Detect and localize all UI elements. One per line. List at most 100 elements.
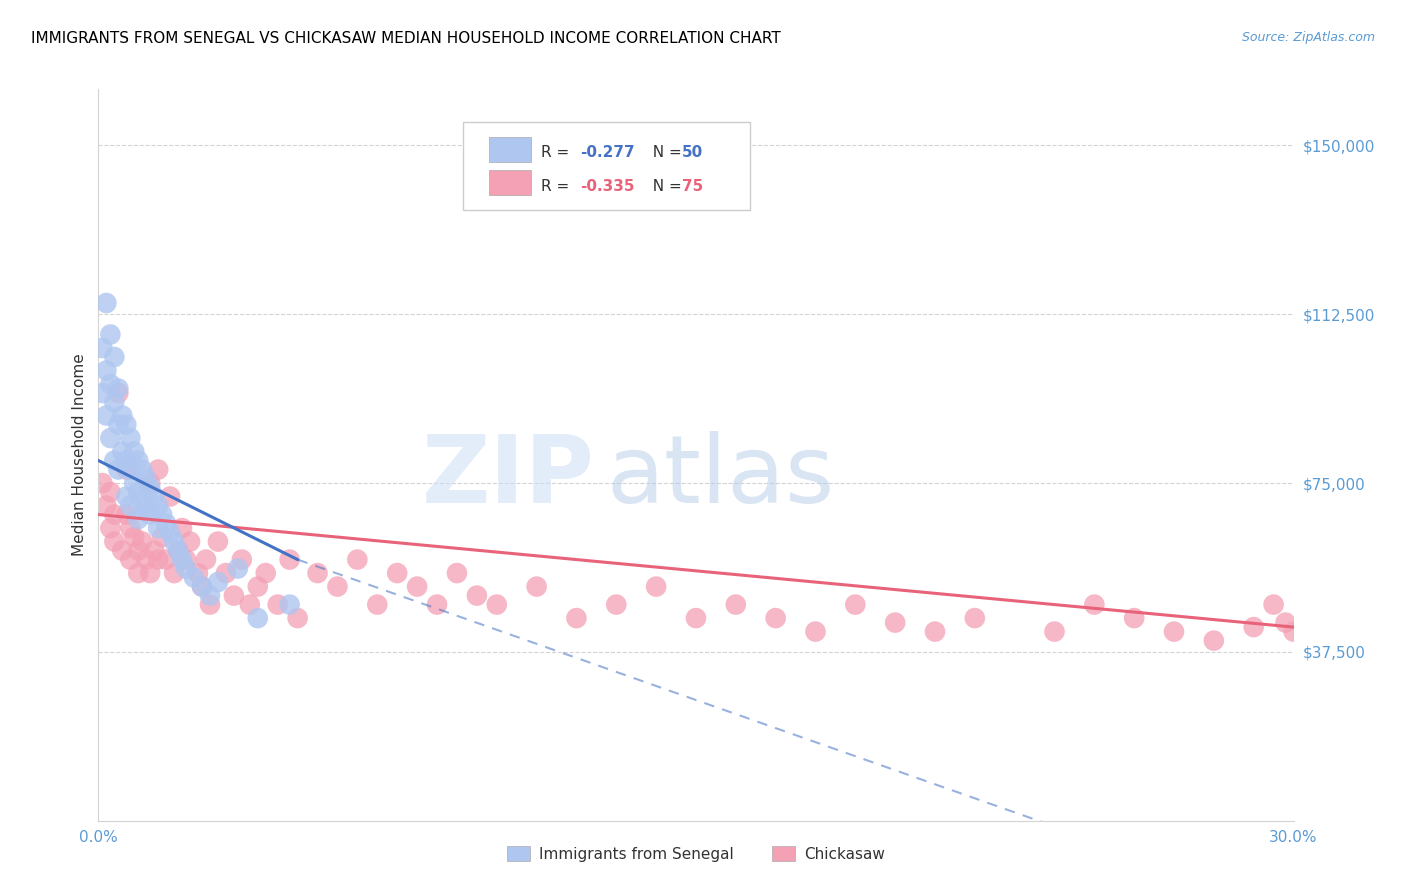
Point bbox=[139, 476, 162, 491]
Point bbox=[187, 566, 209, 580]
Point bbox=[565, 611, 588, 625]
Point bbox=[91, 341, 114, 355]
Point bbox=[406, 580, 429, 594]
Point bbox=[115, 462, 138, 476]
Point bbox=[96, 296, 118, 310]
Point bbox=[103, 534, 125, 549]
Point bbox=[226, 561, 249, 575]
Point bbox=[127, 543, 149, 558]
Point bbox=[1243, 620, 1265, 634]
Point bbox=[135, 471, 157, 485]
Point bbox=[159, 490, 181, 504]
Point bbox=[163, 534, 186, 549]
Point bbox=[605, 598, 627, 612]
Point bbox=[179, 534, 201, 549]
Point bbox=[172, 552, 194, 566]
Point bbox=[120, 431, 142, 445]
Point bbox=[765, 611, 787, 625]
Point bbox=[120, 462, 142, 476]
Point bbox=[222, 589, 245, 603]
Point bbox=[174, 552, 197, 566]
Point bbox=[207, 534, 229, 549]
Point bbox=[685, 611, 707, 625]
Text: N =: N = bbox=[644, 145, 688, 161]
Point bbox=[167, 543, 190, 558]
Point bbox=[1282, 624, 1305, 639]
Text: R =: R = bbox=[541, 145, 574, 161]
Point bbox=[804, 624, 827, 639]
Point bbox=[107, 382, 129, 396]
Point bbox=[148, 462, 170, 476]
Y-axis label: Median Household Income: Median Household Income bbox=[72, 353, 87, 557]
Point bbox=[195, 552, 218, 566]
Point bbox=[198, 598, 221, 612]
FancyBboxPatch shape bbox=[463, 122, 749, 210]
Point bbox=[139, 566, 162, 580]
Point bbox=[98, 521, 122, 535]
Point bbox=[207, 575, 229, 590]
Point bbox=[124, 530, 146, 544]
Point bbox=[115, 490, 138, 504]
Point bbox=[159, 525, 181, 540]
Point bbox=[366, 598, 388, 612]
Point bbox=[239, 598, 262, 612]
Point bbox=[107, 417, 129, 432]
Point bbox=[963, 611, 986, 625]
Point bbox=[1043, 624, 1066, 639]
Point bbox=[278, 598, 301, 612]
Text: -0.277: -0.277 bbox=[581, 145, 634, 161]
Text: Source: ZipAtlas.com: Source: ZipAtlas.com bbox=[1241, 31, 1375, 45]
Point bbox=[103, 350, 125, 364]
Point bbox=[148, 521, 170, 535]
Point bbox=[98, 327, 122, 342]
Point bbox=[120, 499, 142, 513]
Point bbox=[107, 462, 129, 476]
Point bbox=[326, 580, 349, 594]
Point bbox=[724, 598, 747, 612]
Point bbox=[148, 552, 170, 566]
Point bbox=[135, 503, 157, 517]
Point bbox=[127, 485, 149, 500]
Point bbox=[96, 409, 118, 423]
Point bbox=[346, 552, 368, 566]
Point bbox=[124, 444, 146, 458]
Point bbox=[1263, 598, 1285, 612]
Point bbox=[163, 566, 186, 580]
Point bbox=[924, 624, 946, 639]
Point bbox=[884, 615, 907, 630]
Text: 50: 50 bbox=[682, 145, 703, 161]
Point bbox=[191, 580, 214, 594]
FancyBboxPatch shape bbox=[489, 136, 531, 162]
Text: N =: N = bbox=[644, 179, 688, 194]
Point bbox=[143, 490, 166, 504]
Point bbox=[167, 543, 190, 558]
Point bbox=[131, 534, 153, 549]
Point bbox=[150, 508, 173, 522]
Point bbox=[115, 453, 138, 467]
Point bbox=[526, 580, 548, 594]
Point bbox=[174, 561, 197, 575]
Point bbox=[111, 409, 134, 423]
Point bbox=[91, 476, 114, 491]
FancyBboxPatch shape bbox=[489, 169, 531, 195]
Point bbox=[98, 377, 122, 392]
Point bbox=[98, 485, 122, 500]
Text: atlas: atlas bbox=[606, 431, 835, 523]
Point bbox=[254, 566, 277, 580]
Point bbox=[120, 521, 142, 535]
Point bbox=[246, 580, 269, 594]
Legend: Immigrants from Senegal, Chickasaw: Immigrants from Senegal, Chickasaw bbox=[501, 839, 891, 868]
Point bbox=[103, 508, 125, 522]
Point bbox=[107, 386, 129, 401]
Point bbox=[246, 611, 269, 625]
Point bbox=[267, 598, 290, 612]
Point bbox=[127, 453, 149, 467]
Point bbox=[103, 395, 125, 409]
Point bbox=[139, 481, 162, 495]
Point bbox=[91, 386, 114, 401]
Point bbox=[111, 444, 134, 458]
Point bbox=[183, 571, 205, 585]
Point bbox=[231, 552, 253, 566]
Point bbox=[150, 530, 173, 544]
Point bbox=[111, 543, 134, 558]
